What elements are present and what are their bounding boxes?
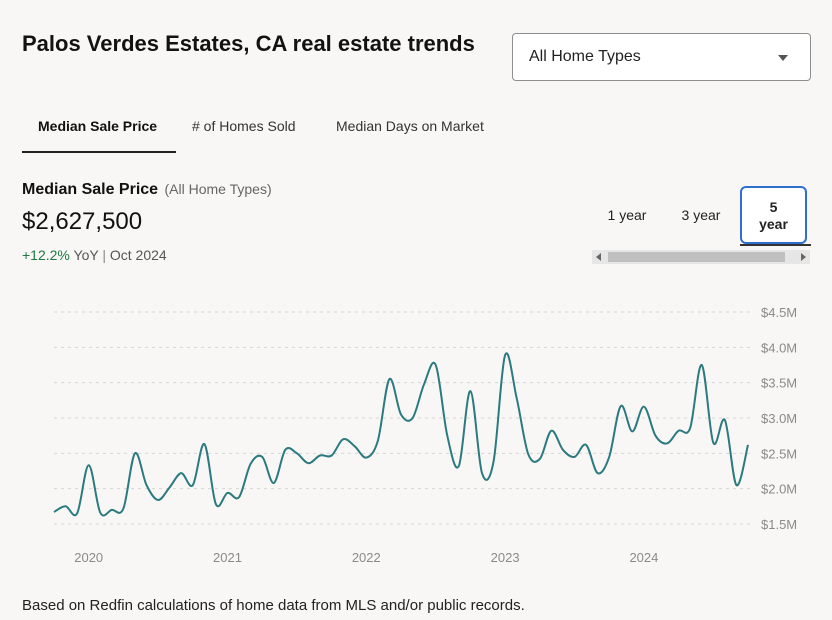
chevron-down-icon	[778, 55, 788, 61]
x-tick-label: 2020	[74, 550, 103, 565]
tab-homes-sold[interactable]: # of Homes Sold	[192, 118, 296, 134]
range-5-year-number: 5	[769, 199, 778, 215]
y-tick-label: $4.0M	[761, 340, 797, 355]
tab-median-days-on-market[interactable]: Median Days on Market	[336, 118, 484, 134]
scroll-right-icon[interactable]	[801, 253, 806, 261]
change-suffix: YoY	[73, 247, 99, 263]
change-percent: +12.2%	[22, 247, 70, 263]
active-tab-indicator	[22, 151, 176, 153]
metric-subtitle: (All Home Types)	[164, 181, 272, 197]
range-5-year-button[interactable]: 5 year	[740, 186, 807, 244]
x-tick-label: 2021	[213, 550, 242, 565]
median-sale-price-chart: $1.5M $2.0M $2.5M $3.0M $3.5M $4.0M $4.5M 2020…	[53, 305, 797, 565]
footnote: Based on Redfin calculations of home dat…	[22, 597, 525, 614]
page-title: Palos Verdes Estates, CA real estate tre…	[22, 31, 475, 56]
tab-median-sale-price[interactable]: Median Sale Price	[38, 118, 158, 134]
x-tick-label: 2022	[352, 550, 381, 565]
change-period: Oct 2024	[109, 247, 167, 263]
scrollbar-thumb[interactable]	[608, 252, 785, 262]
range-5-year-unit: year	[759, 216, 788, 232]
chart-x-axis: 2020 2021 2022 2023 2024	[74, 550, 658, 565]
range-selected-indicator	[740, 244, 811, 246]
scroll-left-icon[interactable]	[596, 253, 601, 261]
home-type-selected: All Home Types	[529, 48, 641, 65]
range-3-year-button[interactable]: 3 year	[681, 207, 721, 223]
y-tick-label: $1.5M	[761, 517, 797, 532]
y-tick-label: $2.0M	[761, 482, 797, 497]
y-tick-label: $3.0M	[761, 411, 797, 426]
range-1-year-button[interactable]: 1 year	[607, 207, 647, 223]
metric-title: Median Sale Price	[22, 181, 159, 198]
range-scrollbar[interactable]	[592, 250, 810, 264]
y-tick-label: $4.5M	[761, 305, 797, 320]
x-tick-label: 2023	[491, 550, 520, 565]
metric-value: $2,627,500	[22, 208, 143, 235]
price-series-line	[53, 352, 749, 517]
y-tick-label: $2.5M	[761, 446, 797, 461]
metric-heading: Median Sale Price (All Home Types)	[22, 181, 272, 199]
home-type-dropdown[interactable]: All Home Types	[512, 33, 811, 81]
y-tick-label: $3.5M	[761, 376, 797, 391]
change-separator: |	[102, 247, 106, 263]
chart-y-axis: $1.5M $2.0M $2.5M $3.0M $3.5M $4.0M $4.5M	[761, 305, 797, 532]
x-tick-label: 2024	[629, 550, 658, 565]
metric-change: +12.2% YoY | Oct 2024	[22, 247, 167, 263]
chart-gridlines	[54, 311, 752, 525]
